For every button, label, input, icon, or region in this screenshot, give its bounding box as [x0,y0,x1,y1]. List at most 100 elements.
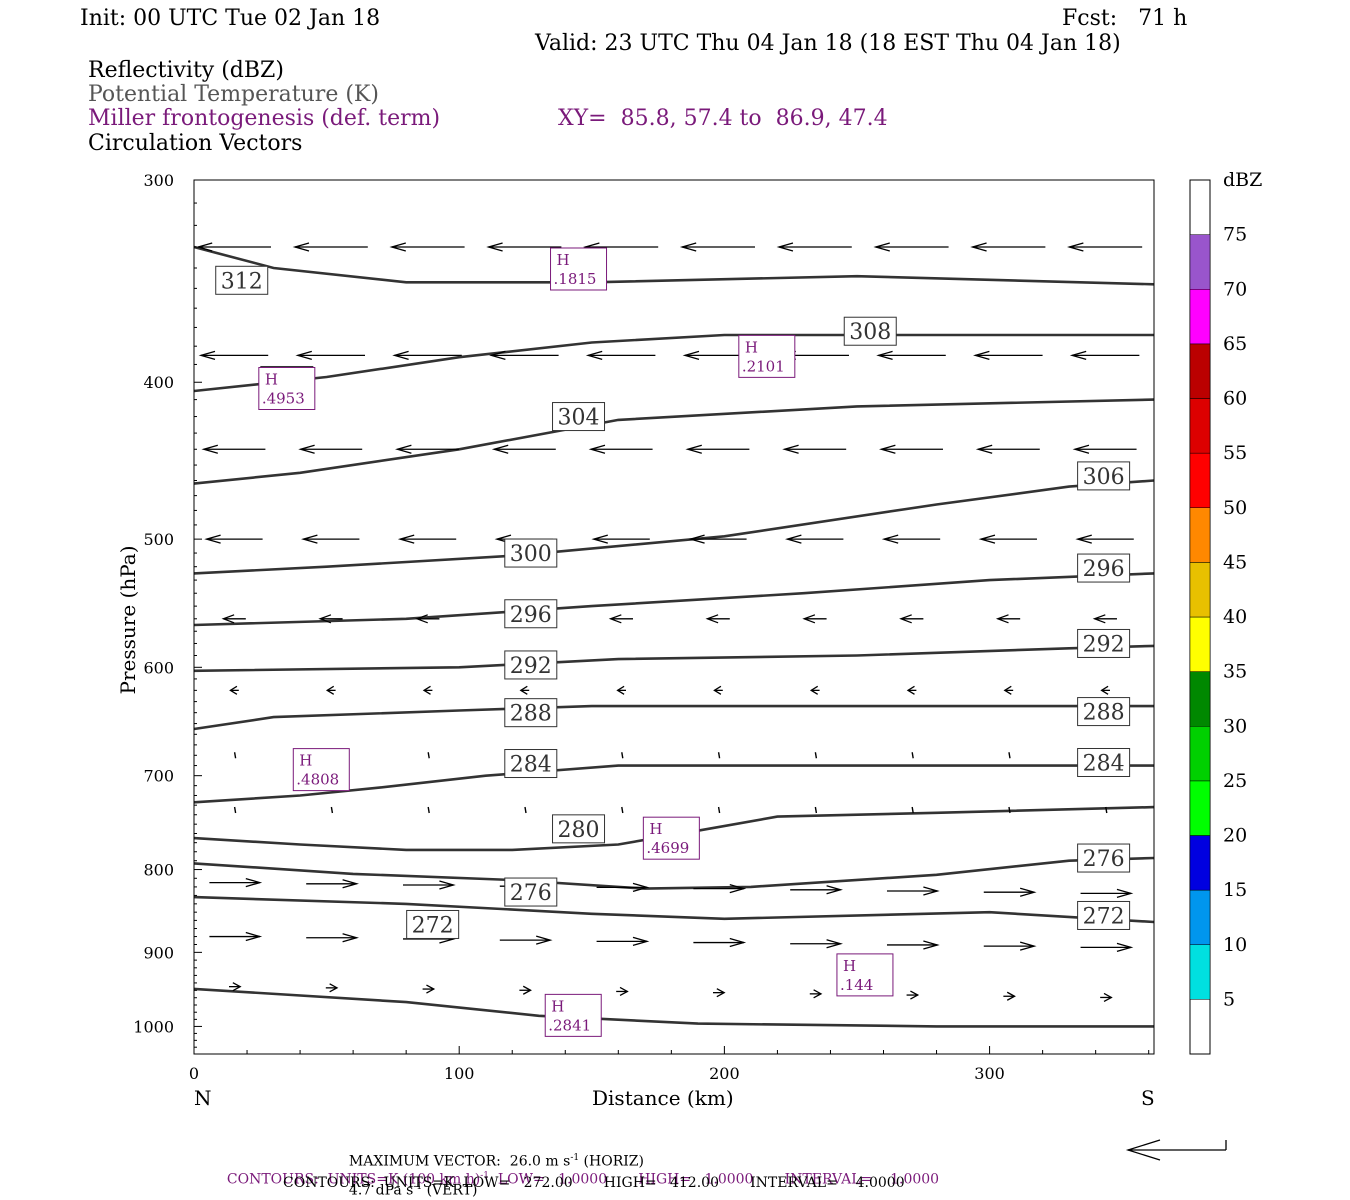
theta-contour-292 [193,704,1154,731]
colorbar-unit: dBZ [1223,169,1262,191]
vector-arrowhead [716,988,726,998]
vector-arrowhead [608,614,622,624]
frontogenesis-high-mark: H [843,957,856,975]
vector-arrowhead [923,940,940,950]
contours-frontogenesis: CONTOURS: UNITS=K (100 km h)-1 LOW= 1.00… [218,1158,939,1187]
contour-label-box [1077,461,1131,491]
contour-label-box [552,402,606,432]
y-tick-label: 600 [143,658,174,677]
theta-contour-288 [193,764,1154,804]
colorbar-level: 70 [1223,278,1247,300]
vector-arrowhead [342,933,359,943]
frontogenesis-high-mark: H [649,820,662,838]
contour-label: 296 [510,603,552,628]
colorbar-level: 15 [1223,879,1247,901]
theta-contour-276 [193,895,1155,924]
frontogenesis-high-box [550,247,608,291]
contour-label-box [504,749,558,779]
max-vector-horiz: MAXIMUM VECTOR: 26.0 m s [348,1153,571,1170]
colorbar-segment [1189,889,1211,945]
vector-arrowhead [970,242,987,252]
contours-theta: CONTOURS: UNITS=K LOW= 272.00 HIGH= 412.… [283,1175,905,1191]
vector-arrowhead [536,935,553,945]
colorbar-segment [1189,944,1211,1000]
circulation-vector [330,806,334,814]
vector-arrowhead [1075,534,1092,544]
contour-label: 272 [412,913,454,938]
exp: -1 [413,1181,423,1192]
contour-label-box [552,814,606,844]
xsec-endpoints: XY= 85.8, 57.4 to 86.9, 47.4 [558,106,888,131]
contour-label: 296 [1083,557,1125,582]
circulation-vector [524,806,527,814]
frontogenesis-high-value: .4953 [262,390,305,408]
vector-arrowhead [899,614,912,624]
vector-arrowhead [198,350,216,361]
colorbar-segment [1189,234,1211,290]
contour-label: 276 [1083,847,1125,872]
vector-arrowhead [975,444,993,454]
circulation-vector [1008,806,1011,814]
frontogenesis-high-value: .4808 [296,771,339,789]
vector-arrowhead [1003,685,1012,695]
frontogenesis-high-box [836,953,894,997]
frontogenesis-high-box [642,816,700,860]
vector-arrowhead [873,242,890,252]
colorbar-level: 40 [1223,606,1247,628]
vector-arrowhead [1069,350,1087,361]
vector-arrowhead [729,883,747,894]
frontogenesis-high-value: .2101 [742,357,785,375]
contour-label: 292 [510,654,552,679]
colorbar-segment [1189,507,1211,563]
forecast-hour: Fcst: 71 h [1062,6,1188,31]
colorbar-level: 30 [1223,715,1247,737]
vector-arrowhead [688,534,705,544]
valid-time: Valid: 23 UTC Thu 04 Jan 18 (18 EST Thu … [535,31,1121,56]
colorbar-segment [1189,616,1211,672]
vector-arrowhead [292,242,310,252]
vector-arrowhead [519,685,528,695]
vector-arrowhead [195,242,213,252]
vector-arrowhead [632,936,650,946]
colorbar-segment [1189,289,1211,345]
vector-arrowhead [397,534,415,544]
vector-arrowhead [415,614,428,624]
vector-arrowhead [1116,942,1134,952]
contour-label-box [504,877,558,907]
contour-label-box [1077,843,1131,873]
vector-arrowhead [489,350,506,361]
theta-contour-284 [193,805,1155,852]
vector-arrowhead [906,685,915,695]
vector-arrowhead [619,986,629,997]
contour-label-box [1077,553,1131,583]
vector-arrowhead [813,989,823,999]
contour-label-box [504,698,558,728]
x-tick-label: 0 [189,1064,199,1083]
vector-arrowhead [685,444,702,454]
vector-arrowhead [1067,242,1084,252]
frontogenesis-high-box [292,748,350,792]
colorbar-segment [1189,343,1211,399]
contour-label: 276 [510,881,552,906]
init-time: Init: 00 UTC Tue 02 Jan 18 [80,6,381,31]
vector-arrowhead [221,614,235,624]
theta-contour-308 [193,333,1154,393]
colorbar-segment [1189,780,1211,836]
circulation-vector [427,752,430,759]
vector-arrowhead [1100,685,1109,695]
y-tick-label: 300 [143,171,174,190]
colorbar-level: 5 [1223,988,1235,1010]
vector-arrowhead [232,982,242,992]
vector-arrowhead [978,534,996,544]
theta-contour-296 [193,644,1155,673]
vector-arrowhead [426,984,436,994]
field-reflectivity: Reflectivity (dBZ) [88,58,284,83]
contour-label: 292 [1083,632,1125,657]
vector-arrowhead [591,534,608,544]
contour-label-box [1077,628,1131,658]
vector-arrowhead [588,444,606,454]
vector-arrowhead [1072,444,1090,454]
theta-contour-306 [193,479,1155,575]
theta-contour-312 [193,245,1155,286]
